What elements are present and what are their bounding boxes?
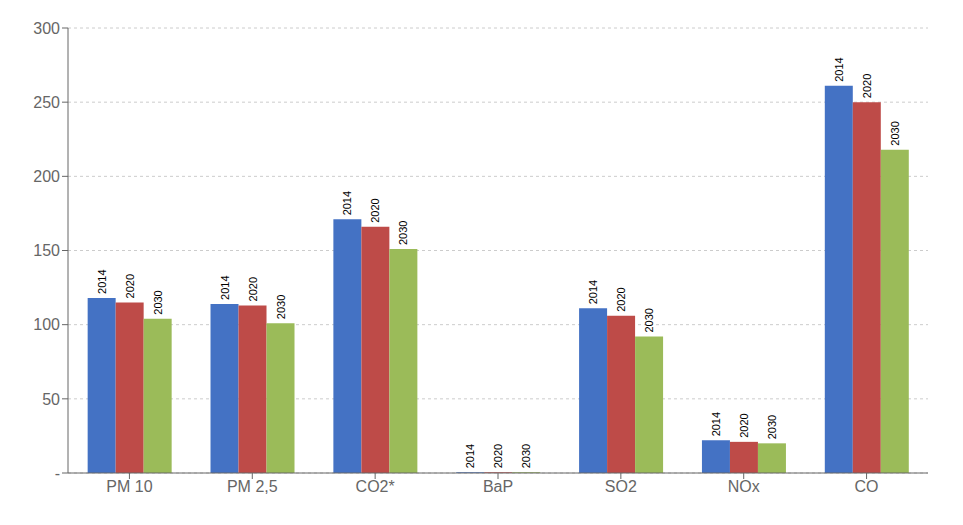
svg-text:100: 100 bbox=[33, 316, 60, 333]
svg-text:2030: 2030 bbox=[152, 290, 164, 314]
svg-text:2014: 2014 bbox=[96, 269, 108, 293]
svg-text:2030: 2030 bbox=[397, 221, 409, 245]
svg-text:2030: 2030 bbox=[275, 295, 287, 319]
svg-text:2020: 2020 bbox=[615, 287, 627, 311]
svg-text:300: 300 bbox=[33, 20, 60, 37]
svg-text:2014: 2014 bbox=[587, 280, 599, 304]
svg-text:2020: 2020 bbox=[369, 198, 381, 222]
svg-text:2014: 2014 bbox=[833, 57, 845, 81]
svg-text:2030: 2030 bbox=[766, 415, 778, 439]
svg-text:BaP: BaP bbox=[483, 478, 513, 495]
svg-text:2020: 2020 bbox=[861, 74, 873, 98]
svg-text:SO2: SO2 bbox=[605, 478, 637, 495]
svg-text:50: 50 bbox=[42, 391, 60, 408]
svg-text:2030: 2030 bbox=[643, 308, 655, 332]
svg-text:CO2*: CO2* bbox=[356, 478, 395, 495]
svg-text:2020: 2020 bbox=[492, 444, 504, 468]
svg-text:2014: 2014 bbox=[219, 275, 231, 299]
svg-text:2020: 2020 bbox=[124, 274, 136, 298]
svg-text:250: 250 bbox=[33, 94, 60, 111]
svg-text:2014: 2014 bbox=[710, 412, 722, 436]
svg-text:2020: 2020 bbox=[247, 277, 259, 301]
svg-text:2014: 2014 bbox=[341, 191, 353, 215]
svg-text:200: 200 bbox=[33, 168, 60, 185]
svg-text:NOx: NOx bbox=[728, 478, 760, 495]
svg-text:PM 10: PM 10 bbox=[106, 478, 152, 495]
svg-text:2014: 2014 bbox=[464, 444, 476, 468]
svg-text:2020: 2020 bbox=[738, 413, 750, 437]
svg-text:2030: 2030 bbox=[889, 121, 901, 145]
svg-text:150: 150 bbox=[33, 242, 60, 259]
svg-text:2030: 2030 bbox=[520, 444, 532, 468]
svg-text:CO: CO bbox=[855, 478, 879, 495]
svg-text:-: - bbox=[55, 465, 60, 482]
svg-text:PM 2,5: PM 2,5 bbox=[227, 478, 278, 495]
